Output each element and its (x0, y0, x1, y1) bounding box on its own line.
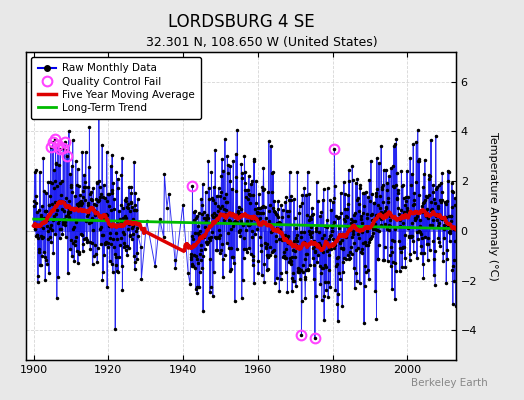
Title: LORDSBURG 4 SE: LORDSBURG 4 SE (168, 13, 314, 31)
Text: Berkeley Earth: Berkeley Earth (411, 378, 487, 388)
Legend: Raw Monthly Data, Quality Control Fail, Five Year Moving Average, Long-Term Tren: Raw Monthly Data, Quality Control Fail, … (31, 57, 201, 119)
Text: 32.301 N, 108.650 W (United States): 32.301 N, 108.650 W (United States) (146, 36, 378, 49)
Y-axis label: Temperature Anomaly (°C): Temperature Anomaly (°C) (488, 132, 498, 280)
